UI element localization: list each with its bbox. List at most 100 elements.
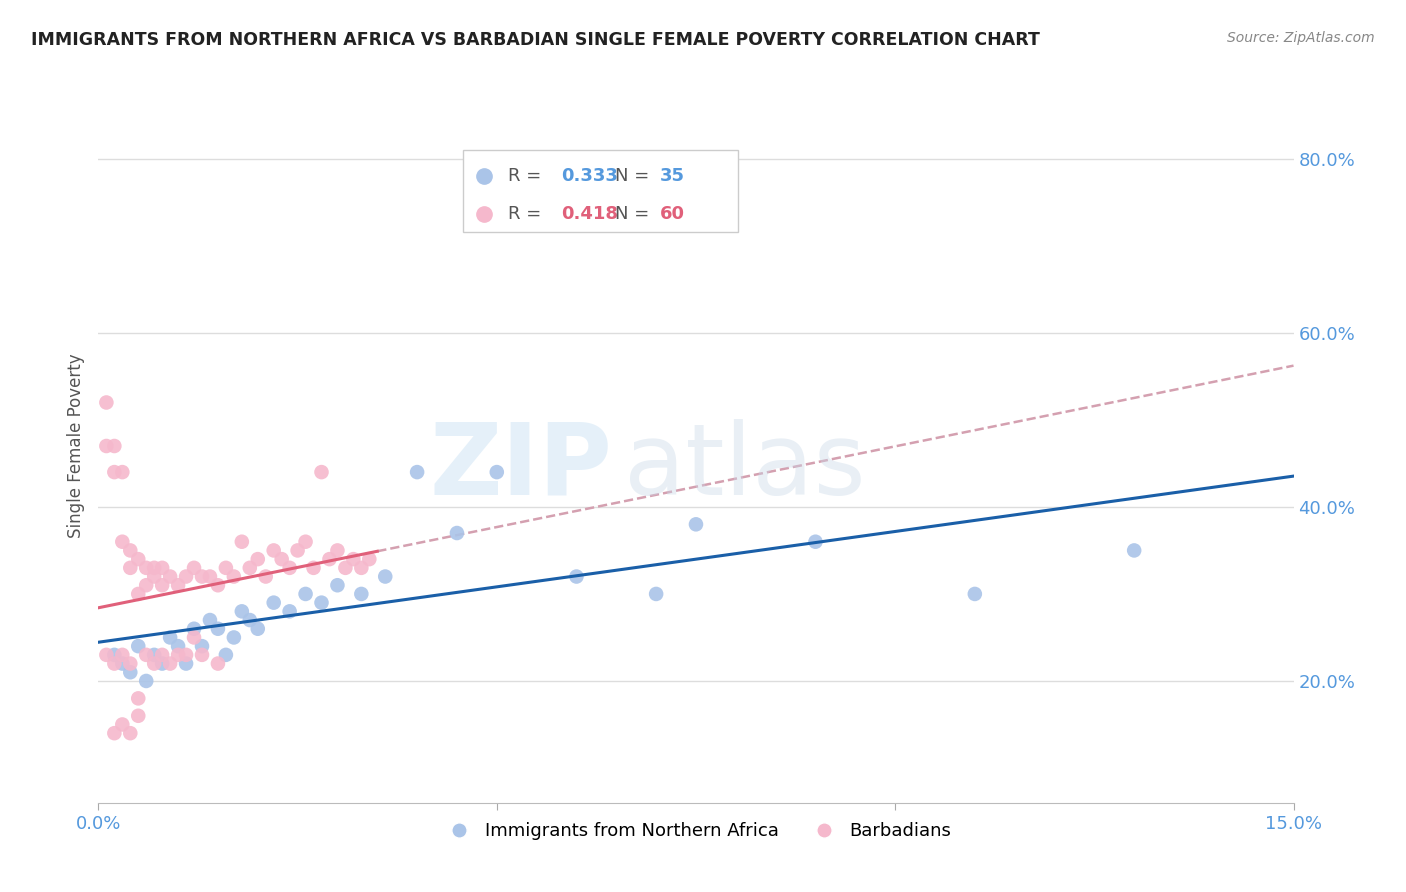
Text: atlas: atlas <box>624 419 866 516</box>
Legend: Immigrants from Northern Africa, Barbadians: Immigrants from Northern Africa, Barbadi… <box>434 815 957 847</box>
Point <box>1123 543 1146 558</box>
Y-axis label: Single Female Poverty: Single Female Poverty <box>66 354 84 538</box>
Point <box>278 604 301 618</box>
Point <box>143 561 166 575</box>
Point <box>359 552 381 566</box>
Point <box>963 587 986 601</box>
Point <box>198 569 221 583</box>
Point <box>96 648 118 662</box>
Point <box>111 717 134 731</box>
Point <box>150 648 173 662</box>
Point <box>174 648 197 662</box>
Point <box>183 561 205 575</box>
Text: R =: R = <box>509 205 547 223</box>
Point <box>183 631 205 645</box>
Point <box>135 561 157 575</box>
Point <box>278 561 301 575</box>
Text: IMMIGRANTS FROM NORTHERN AFRICA VS BARBADIAN SINGLE FEMALE POVERTY CORRELATION C: IMMIGRANTS FROM NORTHERN AFRICA VS BARBA… <box>31 31 1040 49</box>
Point <box>246 622 269 636</box>
Point <box>111 465 134 479</box>
Point <box>111 657 134 671</box>
Text: 60: 60 <box>661 205 685 223</box>
Text: R =: R = <box>509 167 547 186</box>
Point <box>159 631 181 645</box>
Text: N =: N = <box>614 167 655 186</box>
Point <box>96 395 118 409</box>
Text: 0.333: 0.333 <box>561 167 617 186</box>
Point <box>127 708 149 723</box>
Text: 35: 35 <box>661 167 685 186</box>
Point <box>120 665 142 680</box>
Point <box>167 578 190 592</box>
Point <box>143 569 166 583</box>
Point <box>135 578 157 592</box>
Point <box>406 465 429 479</box>
Point <box>231 534 253 549</box>
Point <box>150 657 173 671</box>
Point <box>342 552 364 566</box>
Point <box>215 648 238 662</box>
Point <box>150 578 173 592</box>
Point <box>294 534 316 549</box>
Point <box>254 569 277 583</box>
Point <box>326 578 349 592</box>
Point <box>120 543 142 558</box>
Point <box>150 561 173 575</box>
Point <box>485 465 508 479</box>
Point <box>302 561 325 575</box>
Point <box>127 691 149 706</box>
Text: ZIP: ZIP <box>429 419 613 516</box>
Point <box>191 648 214 662</box>
Point <box>294 587 316 601</box>
Point <box>159 569 181 583</box>
Point <box>135 648 157 662</box>
Point <box>645 587 668 601</box>
Point <box>103 726 125 740</box>
Point <box>167 639 190 653</box>
Point <box>120 561 142 575</box>
Point <box>335 561 357 575</box>
Point <box>565 569 588 583</box>
Point <box>685 517 707 532</box>
Point <box>111 534 134 549</box>
Point <box>318 552 340 566</box>
Point <box>103 465 125 479</box>
Point <box>143 648 166 662</box>
Point <box>143 657 166 671</box>
Point <box>120 726 142 740</box>
Point <box>207 578 229 592</box>
Point <box>246 552 269 566</box>
Point <box>183 622 205 636</box>
Point <box>311 465 333 479</box>
Point <box>263 543 285 558</box>
Text: N =: N = <box>614 205 655 223</box>
Bar <box>463 150 738 232</box>
Point <box>135 673 157 688</box>
Point <box>103 648 125 662</box>
Point <box>96 439 118 453</box>
Point <box>167 648 190 662</box>
Point <box>127 587 149 601</box>
Point <box>222 569 245 583</box>
Point <box>446 526 468 541</box>
Point <box>374 569 396 583</box>
Point <box>350 561 373 575</box>
Text: 0.418: 0.418 <box>561 205 617 223</box>
Point <box>239 561 262 575</box>
Point <box>239 613 262 627</box>
Point <box>103 657 125 671</box>
Point <box>326 543 349 558</box>
Point <box>111 648 134 662</box>
Point <box>103 439 125 453</box>
Text: Source: ZipAtlas.com: Source: ZipAtlas.com <box>1227 31 1375 45</box>
Point <box>311 596 333 610</box>
Point <box>120 657 142 671</box>
Point <box>159 657 181 671</box>
Point <box>263 596 285 610</box>
Point <box>350 587 373 601</box>
Point <box>191 569 214 583</box>
Point <box>215 561 238 575</box>
Point <box>191 639 214 653</box>
Point <box>270 552 292 566</box>
Point <box>207 622 229 636</box>
